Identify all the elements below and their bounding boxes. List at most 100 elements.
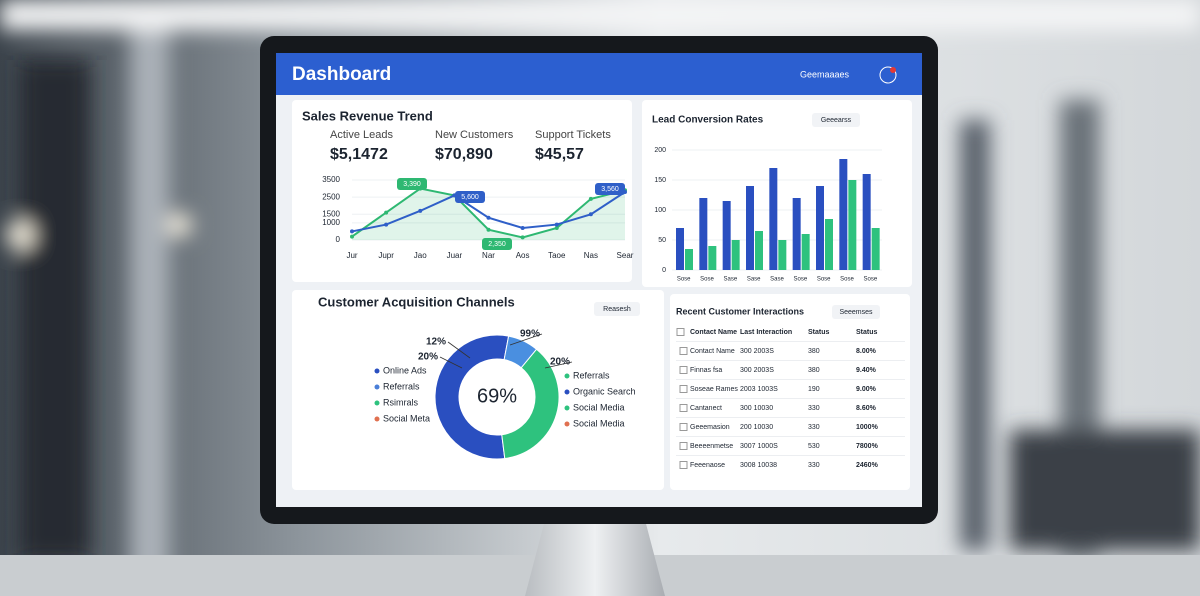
ceiling xyxy=(0,0,1200,30)
cell: 3008 10038 xyxy=(740,462,777,469)
button[interactable] xyxy=(832,305,880,319)
cell: 530 xyxy=(808,443,820,450)
annotation-badge xyxy=(595,183,625,195)
annotation: 3,390 xyxy=(403,181,421,188)
y-tick-label: 2500 xyxy=(322,192,340,201)
donut-segment xyxy=(434,334,510,460)
panel-title: Lead Conversion Rates xyxy=(652,115,764,126)
cell: Feeenaose xyxy=(690,462,725,469)
x-tick-label: Sase xyxy=(770,277,784,283)
x-tick-label: Jur xyxy=(346,251,357,260)
cell: Beeeenmetse xyxy=(690,443,733,450)
bar xyxy=(778,240,787,270)
cell: 8.60% xyxy=(856,405,877,412)
x-tick-label: Sose xyxy=(677,277,691,283)
button[interactable] xyxy=(594,302,640,316)
checkbox[interactable] xyxy=(679,347,688,355)
bar xyxy=(839,159,848,270)
legend-label: Organic Search xyxy=(573,386,636,396)
legend-label: Online Ads xyxy=(383,365,427,375)
cell: Soseae Rames xyxy=(690,386,738,393)
point xyxy=(384,222,389,227)
panel-title: Recent Customer Interactions xyxy=(676,306,804,316)
y-tick-label: 150 xyxy=(654,177,666,184)
bar xyxy=(792,198,801,270)
point xyxy=(350,234,354,239)
point xyxy=(588,212,593,217)
panel-title: Customer Acquisition Channels xyxy=(318,294,515,309)
point xyxy=(486,215,491,220)
checkbox[interactable] xyxy=(679,385,688,393)
x-tick-label: Jao xyxy=(414,251,427,260)
callout: 12% xyxy=(426,337,446,348)
cell: 330 xyxy=(808,405,820,412)
column-header: Status xyxy=(808,329,830,336)
account-name[interactable]: Geemaaaes xyxy=(800,69,850,79)
pillar xyxy=(20,60,90,560)
point xyxy=(520,226,525,230)
y-tick-label: 3500 xyxy=(322,175,340,184)
x-tick-label: Sose xyxy=(863,277,877,283)
cell: Cantanect xyxy=(690,405,722,412)
x-tick-label: Nas xyxy=(584,251,598,260)
button[interactable] xyxy=(812,113,860,127)
column-header: Contact Name xyxy=(690,329,737,336)
donut-center-label: 69% xyxy=(477,385,517,407)
kpi-value: $5,1472 xyxy=(330,146,388,163)
callout-line xyxy=(439,356,463,369)
button-label[interactable]: Reasesh xyxy=(603,306,631,313)
column-header: Status xyxy=(856,329,878,336)
x-tick-label: Aos xyxy=(516,251,530,260)
legend-label: Referrals xyxy=(383,381,420,391)
chairs xyxy=(1010,430,1200,550)
cell: 3007 1000S xyxy=(740,443,778,450)
cell: 2460% xyxy=(856,462,879,469)
cell: 9.00% xyxy=(856,386,877,393)
pillar xyxy=(130,20,170,580)
bar xyxy=(731,240,740,270)
y-tick-label: 1000 xyxy=(322,218,340,227)
legend-label: Social Media xyxy=(573,418,625,428)
y-tick-label: 200 xyxy=(654,147,666,154)
point xyxy=(520,235,525,240)
annotation: 5,600 xyxy=(461,194,479,201)
callout-line xyxy=(447,341,471,359)
checkbox[interactable] xyxy=(679,404,688,412)
notification-icon[interactable] xyxy=(879,66,897,84)
column-header: Last Interaction xyxy=(740,329,792,336)
bar xyxy=(699,198,708,270)
button-label[interactable]: Seeemses xyxy=(839,309,873,316)
x-tick-label: Sase xyxy=(723,277,737,283)
checkbox[interactable] xyxy=(676,328,685,336)
kpi-label: Active Leads xyxy=(330,129,393,141)
legend-swatch xyxy=(564,405,570,411)
point xyxy=(588,196,593,201)
x-tick-label: Sose xyxy=(840,277,854,283)
x-tick-label: Sear xyxy=(617,251,634,260)
cell: 9.40% xyxy=(856,367,877,374)
checkbox[interactable] xyxy=(679,461,688,469)
bar xyxy=(871,228,880,270)
bar xyxy=(746,186,754,270)
point xyxy=(384,210,389,215)
cell: 190 xyxy=(808,386,820,393)
bar xyxy=(801,234,810,270)
bar xyxy=(755,231,763,270)
checkbox[interactable] xyxy=(679,442,688,450)
cell: 330 xyxy=(808,462,820,469)
checkbox[interactable] xyxy=(679,423,688,431)
button-label[interactable]: Geeearss xyxy=(821,117,852,124)
legend-swatch xyxy=(374,416,380,422)
checkbox[interactable] xyxy=(679,366,688,374)
header-bar xyxy=(276,53,922,95)
y-tick-label: 0 xyxy=(662,267,666,274)
legend-swatch xyxy=(374,400,380,406)
kpi-value: $70,890 xyxy=(435,146,493,163)
callout: 99% xyxy=(520,329,540,340)
legend-swatch xyxy=(564,389,570,395)
callout: 20% xyxy=(550,357,570,368)
point xyxy=(418,208,423,213)
dashboard-title: Dashboard xyxy=(292,64,391,85)
bar xyxy=(848,180,857,270)
